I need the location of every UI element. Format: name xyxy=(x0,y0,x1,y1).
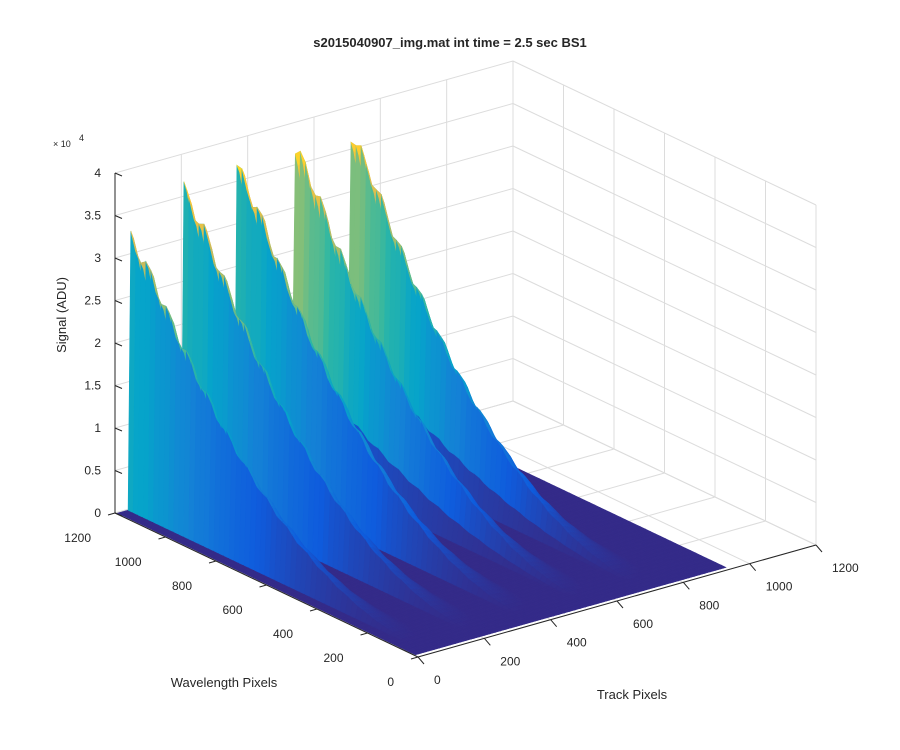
grid-line xyxy=(114,60,514,174)
chart-title: s2015040907_img.mat int time = 2.5 sec B… xyxy=(313,35,587,50)
grid-line xyxy=(512,358,817,503)
grid-line xyxy=(512,315,817,461)
grid-line xyxy=(512,400,817,546)
grid-line xyxy=(512,60,817,206)
grid-line xyxy=(512,230,817,376)
grid-line xyxy=(512,145,817,291)
surface xyxy=(116,141,727,656)
grid-line xyxy=(512,188,817,333)
grid-line xyxy=(512,103,817,248)
grid-line xyxy=(114,103,514,216)
grid-line xyxy=(512,273,817,418)
